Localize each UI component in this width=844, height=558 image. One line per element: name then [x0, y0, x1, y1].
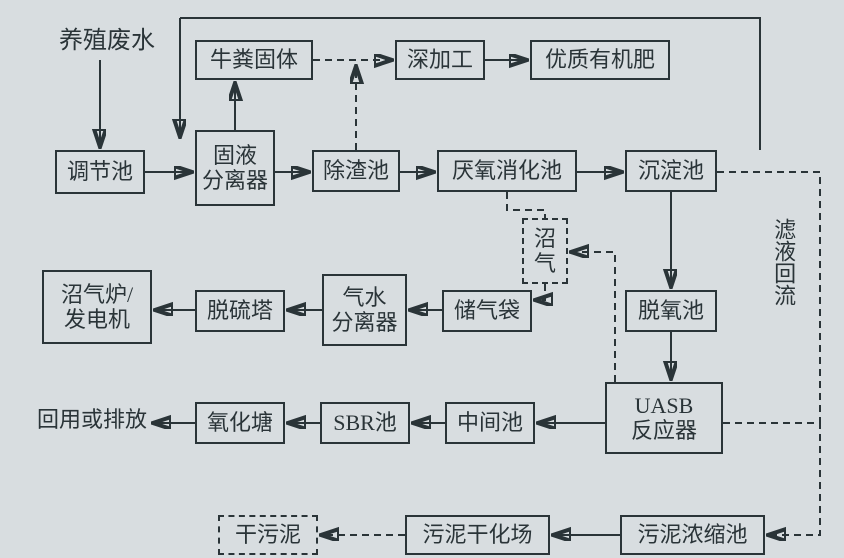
node-sludge-thickening-tank: 污泥浓缩池	[620, 515, 765, 555]
node-adjust-tank: 调节池	[55, 150, 145, 194]
node-sbr-tank: SBR池	[320, 402, 410, 444]
node-dry-sludge: 干污泥	[218, 515, 318, 555]
node-sludge-drying-field: 污泥干化场	[405, 515, 550, 555]
node-biogas: 沼 气	[522, 218, 568, 284]
node-fertilizer: 优质有机肥	[530, 40, 670, 80]
node-intermediate-tank: 中间池	[445, 402, 535, 444]
node-deep-processing: 深加工	[395, 40, 485, 80]
node-biogas-stove-generator: 沼气炉/ 发电机	[42, 270, 152, 344]
node-sedimentation-tank: 沉淀池	[625, 150, 717, 192]
node-desulfurization-tower: 脱硫塔	[195, 290, 285, 332]
node-slag-tank: 除渣池	[312, 150, 400, 192]
node-gas-bag: 储气袋	[442, 290, 532, 332]
node-cow-solid: 牛粪固体	[195, 40, 313, 80]
label-discharge: 回用或排放	[22, 408, 162, 432]
node-uasb-reactor: UASB 反应器	[605, 382, 723, 454]
node-solid-liquid-separator: 固液 分离器	[195, 130, 275, 206]
node-deoxygenation-tank: 脱氧池	[625, 290, 717, 332]
edge-sed-to-filtrate	[717, 172, 820, 423]
edge-digest-biogas	[507, 192, 545, 218]
edge-biogas-to-bag	[535, 284, 545, 300]
label-filtrate-return: 滤液回流	[772, 218, 795, 368]
edge-uasb-biogas-up	[571, 252, 615, 382]
label-input-wastewater: 养殖废水	[52, 28, 162, 54]
node-anaerobic-digestion: 厌氧消化池	[437, 150, 577, 192]
node-oxidation-pond: 氧化塘	[195, 402, 285, 444]
node-gas-water-separator: 气水 分离器	[322, 274, 407, 346]
